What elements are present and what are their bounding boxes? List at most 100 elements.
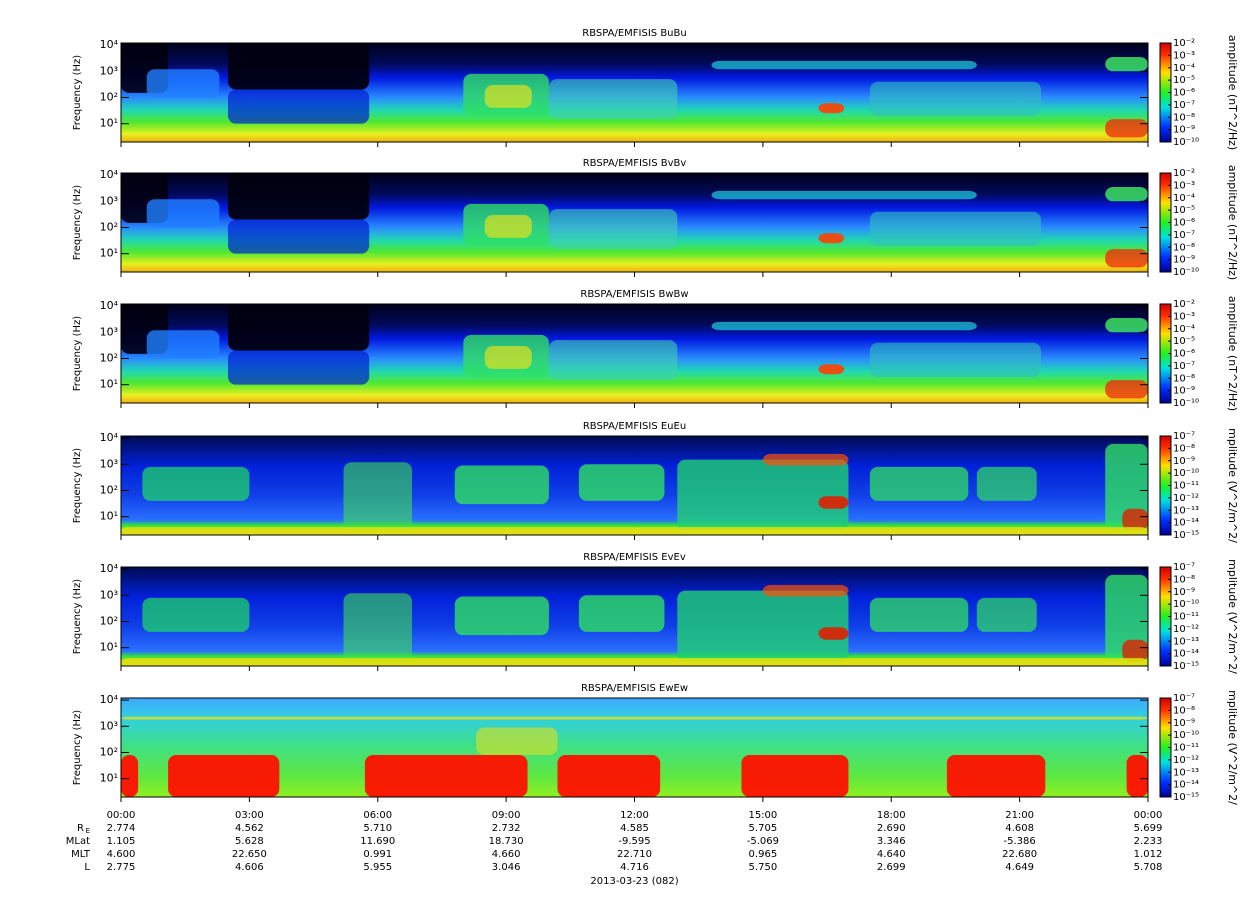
colorbar-tick-label: 10⁻⁷ bbox=[1173, 100, 1195, 111]
spectrogram-texture bbox=[548, 79, 678, 120]
spectrogram-texture bbox=[1105, 119, 1148, 138]
ephemeris-value: 4.562 bbox=[235, 823, 264, 834]
ephemeris-value: 2.233 bbox=[1134, 836, 1163, 847]
spectrogram bbox=[121, 567, 1148, 666]
spectrogram-texture bbox=[1105, 57, 1148, 72]
colorbar-tick-label: 10⁻¹⁰ bbox=[1173, 137, 1199, 148]
spectrogram-texture bbox=[711, 60, 977, 70]
colorbar-tick-label: 10⁻¹⁰ bbox=[1173, 730, 1199, 741]
colorbar-tick-label: 10⁻¹² bbox=[1173, 755, 1199, 766]
spectrogram-texture bbox=[818, 496, 849, 509]
x-tick-label: 06:00 bbox=[363, 810, 392, 821]
colorbar-tick-label: 10⁻⁴ bbox=[1173, 324, 1195, 335]
colorbar-tick-label: 10⁻¹⁰ bbox=[1173, 468, 1199, 479]
ephemeris-value: 5.705 bbox=[749, 823, 778, 834]
colorbar-tick-label: 10⁻³ bbox=[1173, 180, 1195, 191]
spectrogram-texture bbox=[168, 755, 280, 797]
colorbar-tick-label: 10⁻⁷ bbox=[1173, 693, 1195, 704]
colorbar-tick-label: 10⁻⁷ bbox=[1173, 361, 1195, 372]
ephemeris-value: 4.585 bbox=[620, 823, 649, 834]
colorbar-tick-label: 10⁻⁸ bbox=[1173, 242, 1195, 253]
ephemeris-value: 3.046 bbox=[492, 862, 521, 873]
ephemeris-label: L bbox=[84, 862, 90, 873]
ephemeris-value: 18.730 bbox=[489, 836, 524, 847]
ephemeris-value: 5.710 bbox=[363, 823, 392, 834]
colorbar-label: amplitude (nT^2/Hz) bbox=[1226, 165, 1239, 280]
spectrogram-texture bbox=[121, 716, 1148, 720]
spectrogram-texture bbox=[484, 84, 532, 108]
spectrogram-texture bbox=[711, 190, 977, 200]
spectrogram-texture bbox=[1105, 443, 1148, 531]
colorbar-tick-label: 10⁻⁹ bbox=[1173, 125, 1195, 136]
spectrogram-texture bbox=[818, 103, 845, 114]
y-tick-label: 10³ bbox=[100, 588, 118, 601]
y-tick-label: 10² bbox=[100, 351, 118, 364]
y-axis-label: Frequency (Hz) bbox=[72, 316, 83, 392]
colorbar-tick-label: 10⁻⁸ bbox=[1173, 373, 1195, 384]
spectrogram-texture bbox=[946, 755, 1046, 797]
spectrogram bbox=[121, 173, 1148, 272]
colorbar-tick-label: 10⁻¹¹ bbox=[1173, 481, 1199, 492]
ephemeris-value: -5.069 bbox=[747, 836, 779, 847]
colorbar-tick-label: 10⁻¹⁴ bbox=[1173, 518, 1199, 529]
colorbar-tick-label: 10⁻⁴ bbox=[1173, 193, 1195, 204]
colorbar-tick-label: 10⁻⁹ bbox=[1173, 718, 1195, 729]
y-tick-label: 10³ bbox=[100, 194, 118, 207]
y-axis-label: Frequency (Hz) bbox=[72, 710, 83, 786]
y-tick-label: 10¹ bbox=[100, 641, 118, 654]
spectrogram-texture bbox=[869, 211, 1042, 246]
ephemeris-value: 1.105 bbox=[107, 836, 136, 847]
spectrogram-texture bbox=[484, 214, 532, 238]
x-tick-label: 00:00 bbox=[1134, 810, 1163, 821]
ephemeris-value: 2.699 bbox=[877, 862, 906, 873]
spectrogram-texture bbox=[578, 595, 665, 632]
spectrogram-texture bbox=[548, 209, 678, 250]
colorbar-tick-label: 10⁻⁸ bbox=[1173, 443, 1195, 454]
spectrogram-texture bbox=[762, 453, 849, 466]
spectrogram-texture bbox=[227, 350, 370, 385]
y-tick-label: 10⁴ bbox=[100, 168, 119, 181]
colorbar-tick-label: 10⁻³ bbox=[1173, 311, 1195, 322]
spectrogram-texture bbox=[146, 199, 220, 228]
y-tick-label: 10³ bbox=[100, 457, 118, 470]
colorbar-tick-label: 10⁻¹⁵ bbox=[1173, 661, 1199, 672]
ephemeris-value: 2.732 bbox=[492, 823, 521, 834]
colorbar-tick-label: 10⁻² bbox=[1173, 168, 1195, 179]
colorbar-tick-label: 10⁻¹⁰ bbox=[1173, 398, 1199, 409]
ephemeris-value: 2.690 bbox=[877, 823, 906, 834]
ephemeris-value: 5.750 bbox=[749, 862, 778, 873]
ephemeris-value: 22.650 bbox=[232, 849, 267, 860]
colorbar-label: amplitude (nT^2/Hz) bbox=[1226, 296, 1239, 411]
y-tick-label: 10² bbox=[100, 90, 118, 103]
spectrogram-texture bbox=[1105, 380, 1148, 399]
spectrogram-texture bbox=[364, 755, 528, 797]
panel-title: RBSPA/EMFISIS BvBv bbox=[583, 158, 687, 169]
spectrogram-texture bbox=[818, 364, 845, 375]
colorbar-tick-label: 10⁻¹⁴ bbox=[1173, 649, 1199, 660]
ephemeris-label: MLat bbox=[66, 836, 90, 847]
ephemeris-value: 5.628 bbox=[235, 836, 264, 847]
y-axis-label: Frequency (Hz) bbox=[72, 448, 83, 524]
panel-title: RBSPA/EMFISIS EuEu bbox=[583, 421, 686, 432]
spectrogram-texture bbox=[142, 597, 250, 632]
ephemeris-value: 0.991 bbox=[363, 849, 392, 860]
spectrogram-texture bbox=[1122, 508, 1148, 531]
ephemeris-value: -9.595 bbox=[618, 836, 650, 847]
x-tick-label: 00:00 bbox=[107, 810, 136, 821]
y-tick-label: 10⁴ bbox=[100, 299, 119, 312]
spectrogram-texture bbox=[121, 527, 1148, 535]
ephemeris-value: 0.965 bbox=[749, 849, 778, 860]
spectrogram-texture bbox=[454, 465, 549, 505]
ephemeris-value: 5.699 bbox=[1134, 823, 1163, 834]
ephemeris-value: 5.955 bbox=[363, 862, 392, 873]
ephemeris-value: 22.710 bbox=[617, 849, 652, 860]
ephemeris-value: 3.346 bbox=[877, 836, 906, 847]
colorbar-tick-label: 10⁻¹² bbox=[1173, 624, 1199, 635]
spectrogram-texture bbox=[869, 81, 1042, 116]
colorbar-tick-label: 10⁻⁷ bbox=[1173, 230, 1195, 241]
colorbar-tick-label: 10⁻⁴ bbox=[1173, 63, 1195, 74]
panel-title: RBSPA/EMFISIS BuBu bbox=[582, 28, 686, 39]
ephemeris-value: 1.012 bbox=[1134, 849, 1163, 860]
colorbar-tick-label: 10⁻¹³ bbox=[1173, 767, 1199, 778]
ephemeris-label: R bbox=[77, 823, 84, 834]
